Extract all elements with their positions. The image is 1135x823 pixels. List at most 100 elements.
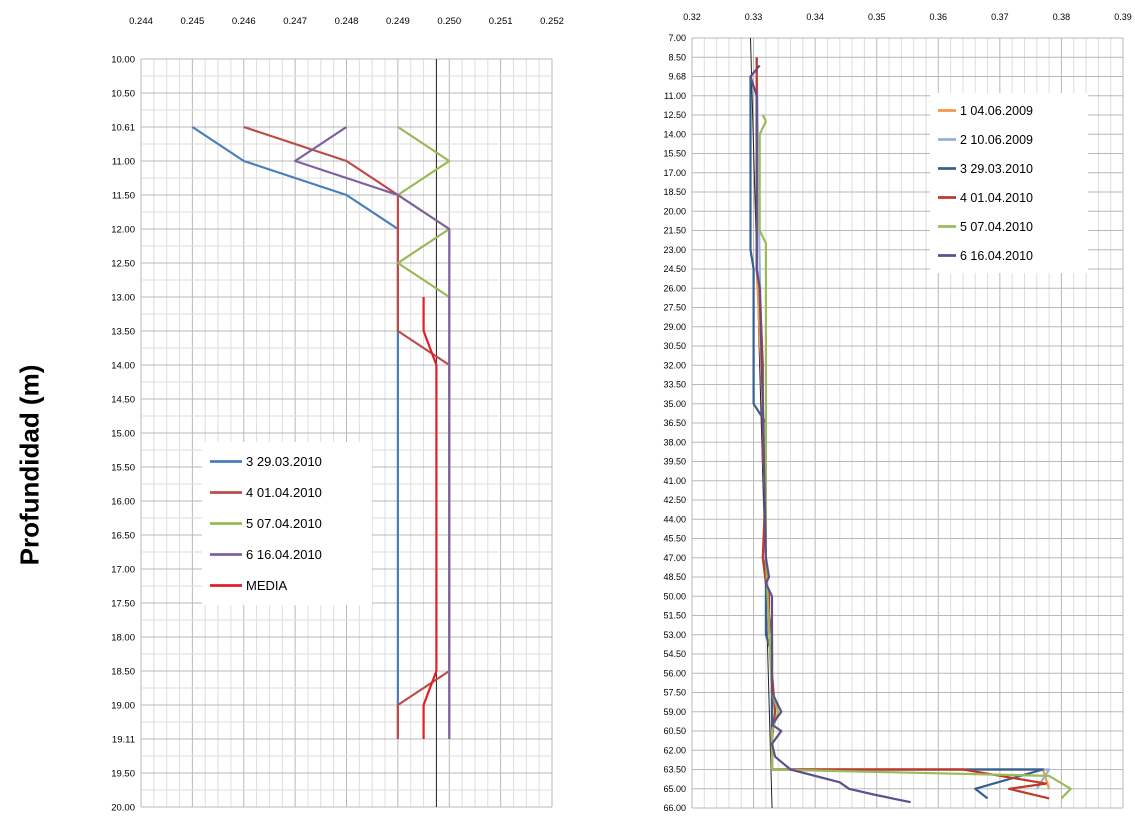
legend-box — [930, 93, 1088, 273]
y-tick-label: 18.00 — [111, 632, 135, 643]
y-tick-label: 42.50 — [663, 495, 686, 505]
y-tick-label: 53.00 — [663, 630, 686, 640]
y-tick-label: 11.00 — [664, 91, 686, 101]
x-tick-label: 0.245 — [180, 16, 204, 27]
x-tick-label: 0.35 — [868, 12, 886, 22]
y-tick-label: 63.50 — [663, 765, 686, 775]
y-tick-label: 36.50 — [663, 418, 686, 428]
legend-label: 5 07.04.2010 — [246, 516, 322, 531]
y-tick-label: 27.50 — [663, 303, 686, 313]
y-tick-label: 10.61 — [111, 122, 135, 133]
y-tick-label: 19.11 — [112, 734, 135, 745]
x-tick-label: 0.33 — [745, 12, 763, 22]
chart-left: 0.244 0.245 0.246 0.247 0.248 0.249 0.250 0.251… — [111, 16, 564, 813]
y-tick-label: 62.00 — [663, 745, 686, 755]
y-tick-label: 39.50 — [663, 457, 686, 467]
y-tick-label: 26.00 — [663, 283, 686, 293]
y-tick-label: 15.50 — [663, 149, 686, 159]
y-tick-label: 13.00 — [111, 292, 135, 303]
y-tick-label: 38.00 — [663, 437, 686, 447]
x-tick-label: 0.247 — [283, 16, 307, 27]
y-tick-label: 18.50 — [663, 187, 686, 197]
y-tick-label: 50.00 — [663, 591, 686, 601]
x-tick-label: 0.251 — [489, 16, 513, 27]
y-tick-label: 20.00 — [663, 206, 686, 216]
series-line — [749, 64, 911, 804]
y-tick-label: 14.50 — [111, 394, 135, 405]
y-tick-label: 24.50 — [663, 264, 686, 274]
x-tick-label: 0.246 — [232, 16, 256, 27]
y-tick-label: 45.50 — [663, 534, 686, 544]
legend-label: 4 01.04.2010 — [246, 485, 322, 500]
y-tick-label: 60.50 — [663, 726, 686, 736]
y-tick-label: 9.68 — [668, 72, 686, 82]
y-tick-label: 12.00 — [111, 224, 135, 235]
y-tick-label: 11.00 — [112, 156, 135, 167]
y-tick-label: 32.00 — [663, 360, 686, 370]
y-tick-label: 47.00 — [663, 553, 686, 563]
y-tick-label: 35.00 — [663, 399, 686, 409]
y-tick-label: 15.00 — [111, 428, 135, 439]
y-tick-label: 14.00 — [111, 360, 135, 371]
y-tick-label: 15.50 — [111, 462, 135, 473]
series-line — [294, 126, 451, 739]
y-tick-label: 51.50 — [663, 611, 686, 621]
x-tick-label: 0.36 — [930, 12, 948, 22]
y-tick-label: 29.00 — [663, 322, 686, 332]
y-tick-label: 59.00 — [663, 707, 686, 717]
y-tick-label: 17.00 — [663, 168, 686, 178]
y-tick-label: 57.50 — [663, 688, 686, 698]
x-tick-label: 0.32 — [683, 12, 701, 22]
y-tick-label: 33.50 — [663, 380, 686, 390]
y-tick-label: 48.50 — [663, 572, 686, 582]
legend-label: 4 01.04.2010 — [960, 191, 1033, 205]
y-tick-label: 19.00 — [111, 700, 135, 711]
legend-label: 3 29.03.2010 — [246, 454, 322, 469]
y-axis-title: Profundidad (m) — [14, 364, 45, 566]
y-tick-label: 18.50 — [111, 666, 135, 677]
y-tick-label: 11.50 — [112, 190, 135, 201]
x-tick-label: 0.252 — [540, 16, 564, 27]
y-tick-label: 10.00 — [111, 54, 135, 65]
chart-right: 0.32 0.33 0.34 0.35 0.36 0.37 0.38 0.39 7.00 8.50… — [663, 12, 1132, 813]
x-tick-label: 0.250 — [437, 16, 461, 27]
legend-label: MEDIA — [246, 578, 288, 593]
legend-label: 2 10.06.2009 — [960, 133, 1033, 147]
y-axis-label-container: Profundidad (m) — [0, 0, 60, 823]
x-tick-label: 0.248 — [335, 16, 359, 27]
y-tick-label: 21.50 — [663, 226, 686, 236]
y-tick-label: 14.00 — [663, 129, 686, 139]
y-tick-label: 17.50 — [111, 598, 135, 609]
legend-label: 1 04.06.2009 — [960, 104, 1033, 118]
y-tick-label: 41.00 — [663, 476, 686, 486]
y-tick-label: 66.00 — [663, 803, 686, 813]
x-tick-label: 0.34 — [806, 12, 824, 22]
legend-label: 3 29.03.2010 — [960, 162, 1033, 176]
y-tick-label: 19.50 — [111, 768, 135, 779]
y-tick-label: 12.50 — [663, 110, 686, 120]
legend-label: 5 07.04.2010 — [960, 220, 1033, 234]
x-tick-label: 0.244 — [129, 16, 153, 27]
legend-label: 6 16.04.2010 — [960, 249, 1033, 263]
y-tick-label: 30.50 — [663, 341, 686, 351]
y-tick-label: 23.00 — [663, 245, 686, 255]
x-tick-label: 0.37 — [991, 12, 1009, 22]
y-tick-label: 16.00 — [111, 496, 135, 507]
y-tick-label: 54.50 — [663, 649, 686, 659]
y-tick-label: 20.00 — [111, 802, 135, 813]
series-line — [422, 297, 438, 739]
x-tick-label: 0.38 — [1053, 12, 1071, 22]
x-tick-label: 0.249 — [386, 16, 410, 27]
y-tick-label: 16.50 — [111, 530, 135, 541]
x-tick-label: 0.39 — [1114, 12, 1132, 22]
reference-line — [749, 37, 773, 809]
y-tick-label: 12.50 — [111, 258, 135, 269]
y-tick-label: 17.00 — [111, 564, 135, 575]
legend-label: 6 16.04.2010 — [246, 547, 322, 562]
y-tick-label: 8.50 — [668, 52, 686, 62]
y-tick-label: 65.00 — [663, 784, 686, 794]
y-tick-label: 10.50 — [111, 88, 135, 99]
series-line — [758, 114, 1072, 800]
y-tick-label: 44.00 — [663, 514, 686, 524]
y-tick-label: 7.00 — [668, 33, 686, 43]
